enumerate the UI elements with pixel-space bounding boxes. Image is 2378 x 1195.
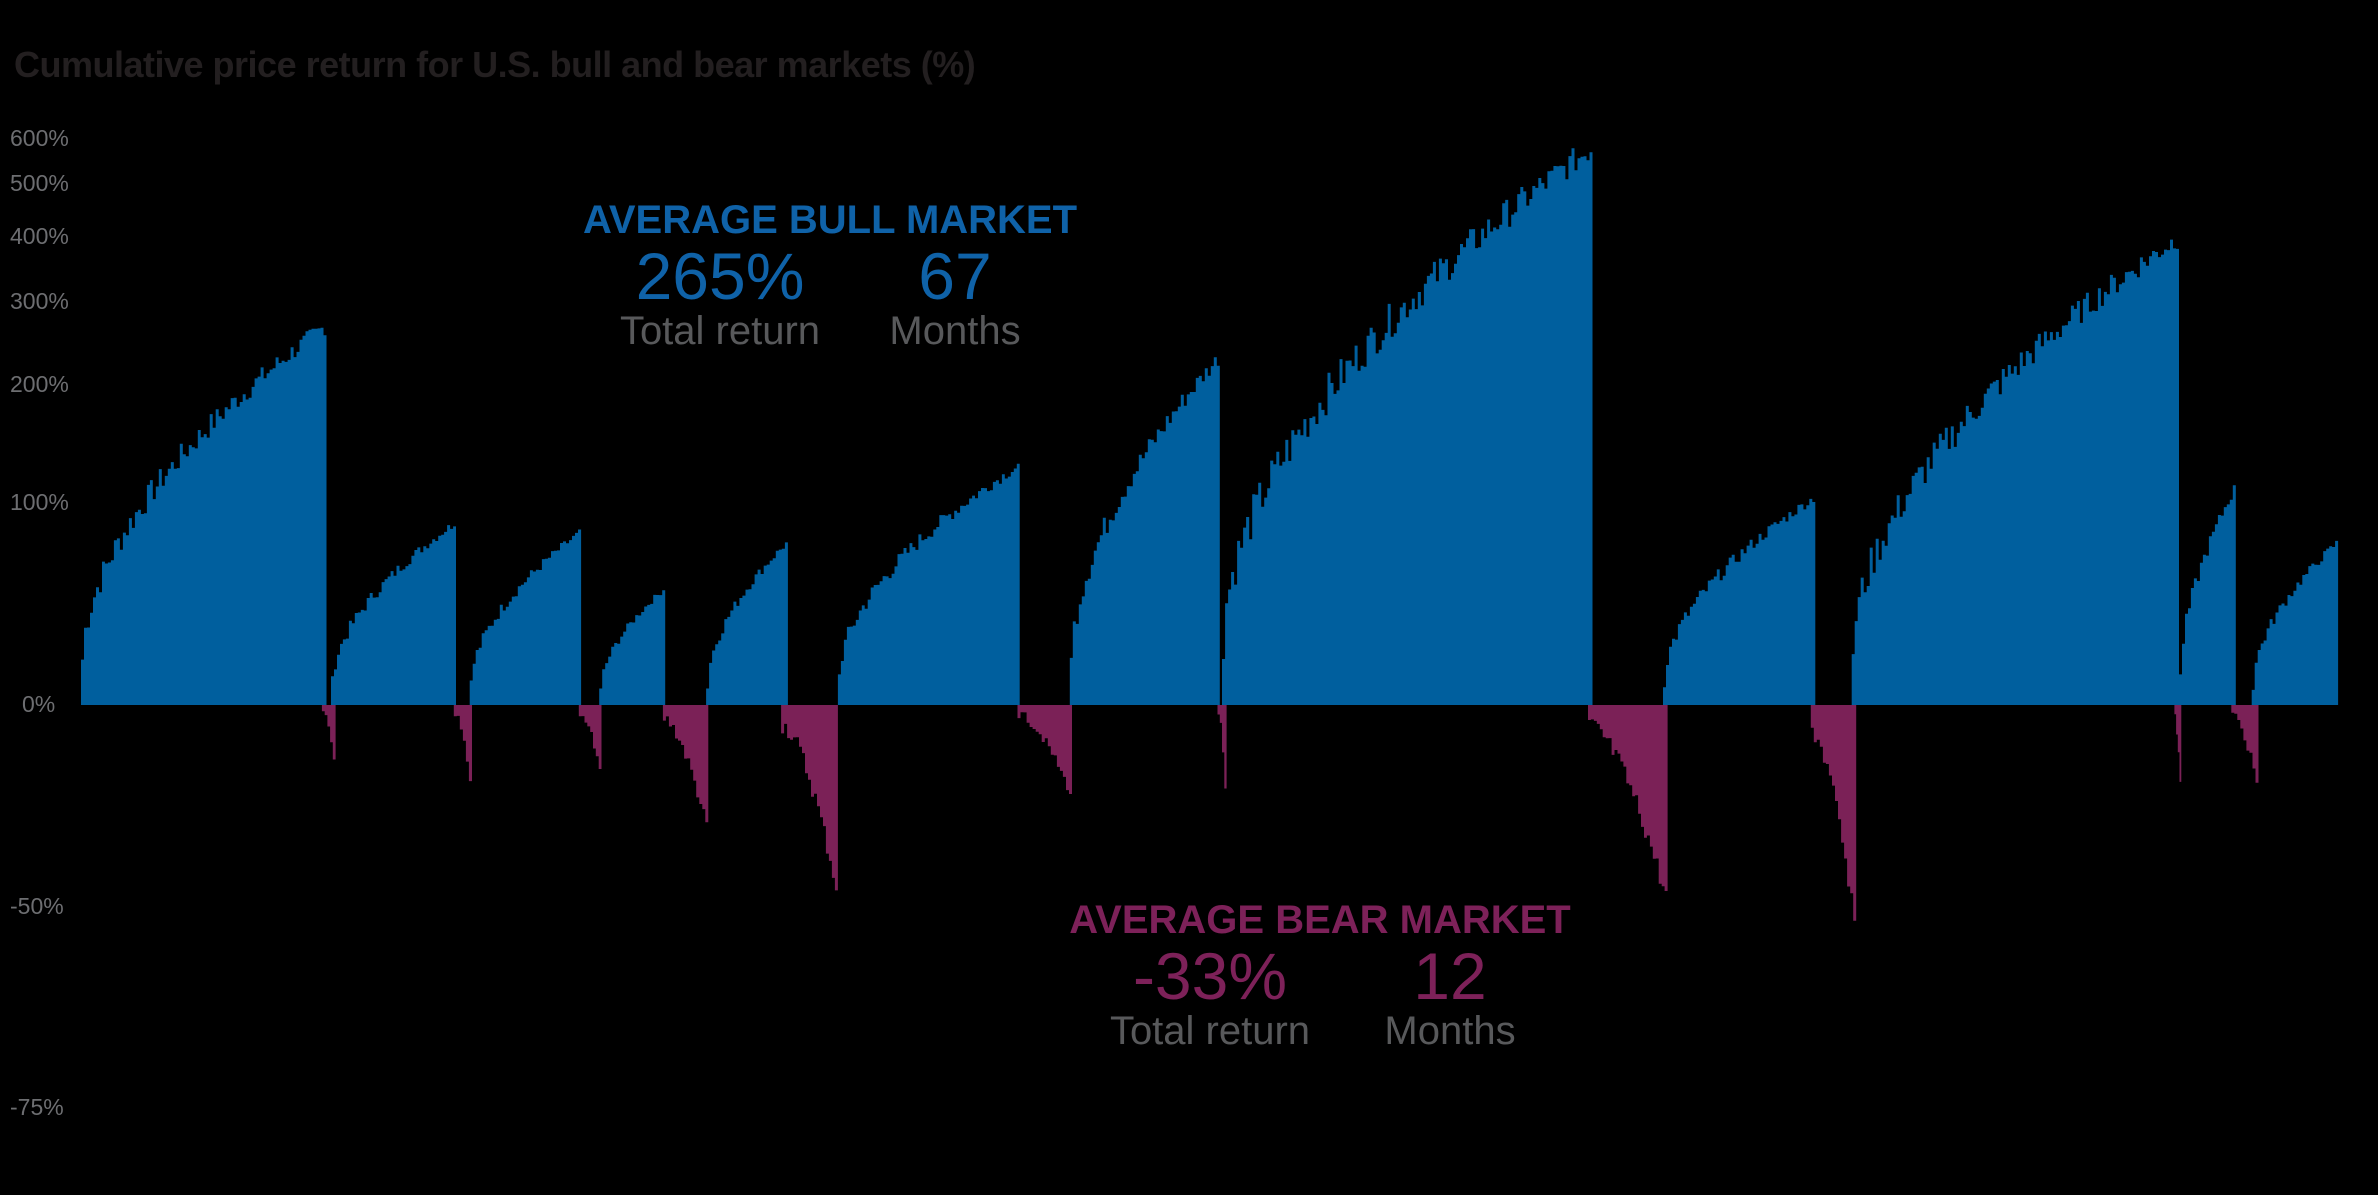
bear-market-area [2174,705,2182,826]
y-tick-label: 300% [10,287,69,314]
bull-market-area [1851,236,2179,705]
average-bull-annotation: AVERAGE BULL MARKET 265% Total return 67… [580,198,1080,351]
bull-return-value: 265% [635,239,805,313]
bull-market-area [1069,354,1220,705]
y-tick-label: 100% [10,489,69,516]
y-tick-label: 0% [22,691,56,717]
bear-market-area [578,705,602,782]
bear-market-area [1588,705,1668,907]
bull-market-area [469,529,582,705]
y-tick-label: -75% [10,1094,64,1121]
bear-heading: AVERAGE BEAR MARKET [1069,898,1571,942]
bull-market-area [331,521,456,705]
bear-market-area [2231,705,2259,797]
bull-market-area [599,587,666,705]
bull-market-area [2179,483,2236,705]
bull-market-area [706,540,788,705]
bear-market-area [1217,705,1227,826]
bear-market-area [1810,705,1857,951]
bear-return-label: Total return [1109,1009,1311,1053]
bull-duration-value: 67 [918,239,992,313]
y-tick-label: 200% [10,371,69,398]
bear-market-area [321,705,336,778]
bull-market-area [837,463,1020,705]
bear-return-value: -33% [1132,939,1288,1013]
bull-market-area [1222,146,1593,706]
bear-duration-value: 12 [1413,939,1487,1013]
bear-market-area [453,705,472,805]
average-bear-annotation: AVERAGE BEAR MARKET -33% Total return 12… [1050,898,1590,1051]
bull-return-label: Total return [619,309,821,353]
bear-market-area [781,705,838,901]
bull-market-area [81,324,327,705]
bull-duration-label: Months [889,309,1021,353]
bear-duration-label: Months [1384,1009,1516,1053]
bull-market-area [2251,540,2339,705]
bear-market-area [1017,705,1072,801]
y-tick-label: 500% [10,169,69,196]
chart-title: Cumulative price return for U.S. bull an… [14,44,976,85]
y-tick-label: -50% [10,892,64,919]
bull-heading: AVERAGE BULL MARKET [582,198,1078,242]
y-tick-label: 400% [10,222,69,249]
bear-market-area [662,705,709,840]
y-tick-label: 600% [10,124,69,151]
bull-market-area [1663,496,1816,705]
